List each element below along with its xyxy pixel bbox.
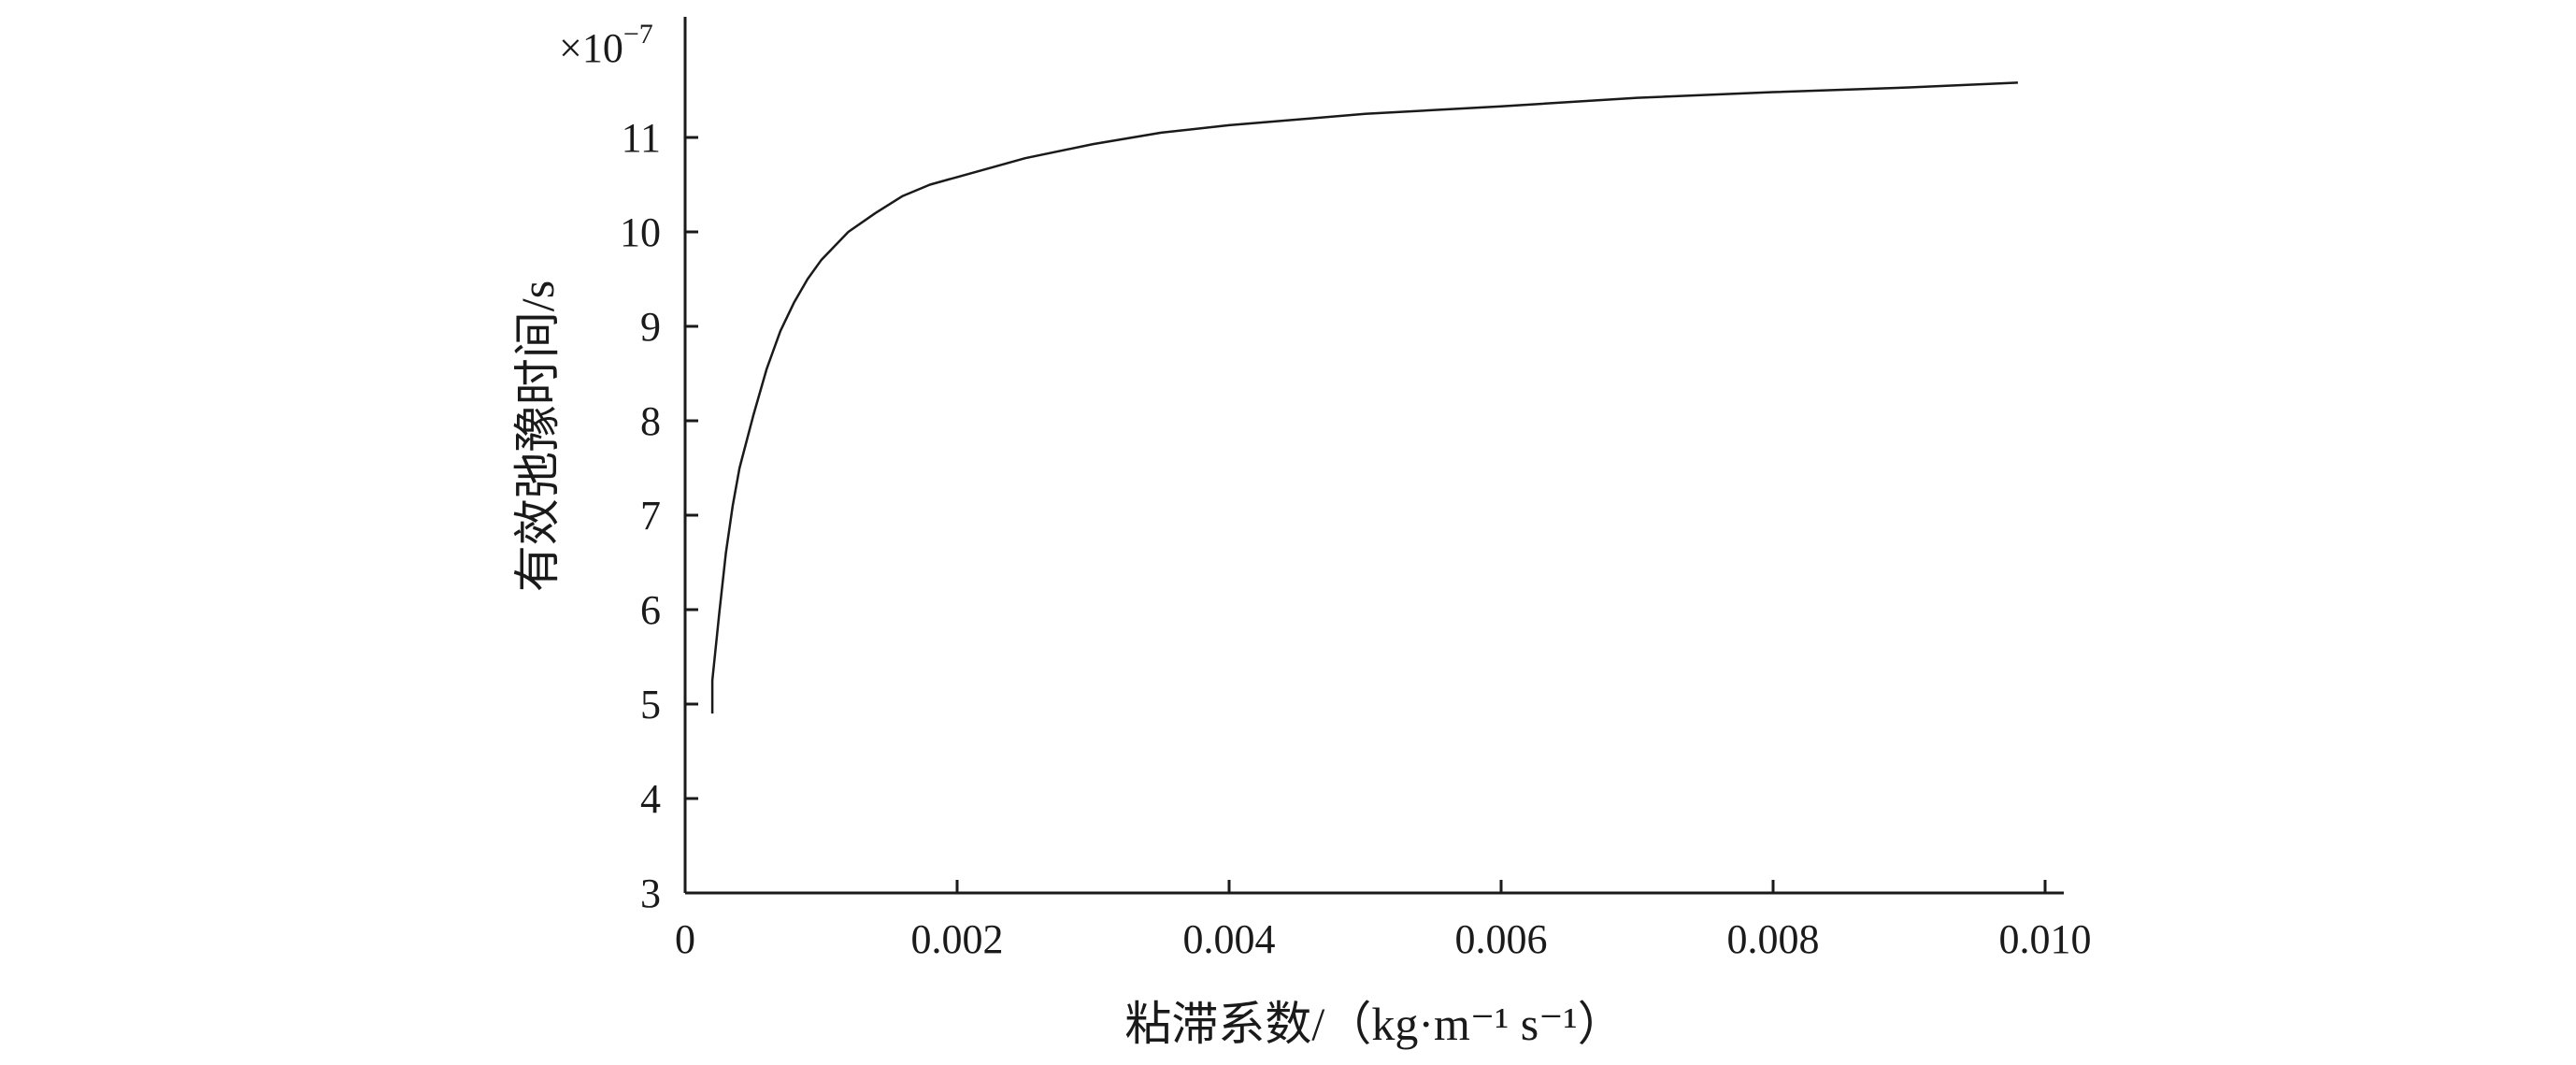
y-axis-title: 有效弛豫时间/s (511, 281, 564, 592)
y-tick-label: 5 (640, 682, 661, 727)
x-axis-ticks: 0 0.002 0.004 0.006 0.008 0.010 (675, 880, 2092, 962)
y-tick-label: 3 (640, 871, 661, 916)
y-tick-label: 4 (640, 776, 661, 822)
y-axis-multiplier: ×10−7 (559, 19, 653, 71)
x-tick-label: 0.006 (1455, 916, 1548, 962)
y-axis-ticks: 3 4 5 6 7 8 9 10 11 (620, 115, 698, 916)
y-tick-label: 10 (620, 209, 661, 255)
y-axis-multiplier-base: ×10 (559, 25, 623, 71)
x-tick-label: 0.010 (1999, 916, 2092, 962)
y-tick-label: 11 (622, 115, 661, 161)
y-tick-label: 8 (640, 398, 661, 444)
y-tick-label: 7 (640, 493, 661, 539)
series-line (710, 81, 2018, 714)
series-group (710, 81, 2018, 714)
x-axis-title: 粘滞系数/（kg·m⁻¹ s⁻¹） (1124, 998, 1624, 1050)
x-tick-label: 0 (675, 916, 695, 962)
x-tick-label: 0.002 (911, 916, 1004, 962)
x-tick-label: 0.008 (1727, 916, 1820, 962)
axes (683, 17, 2064, 895)
x-tick-label: 0.004 (1183, 916, 1276, 962)
y-tick-label: 6 (640, 587, 661, 633)
y-axis-multiplier-exponent: −7 (623, 19, 653, 50)
y-tick-label: 9 (640, 304, 661, 350)
